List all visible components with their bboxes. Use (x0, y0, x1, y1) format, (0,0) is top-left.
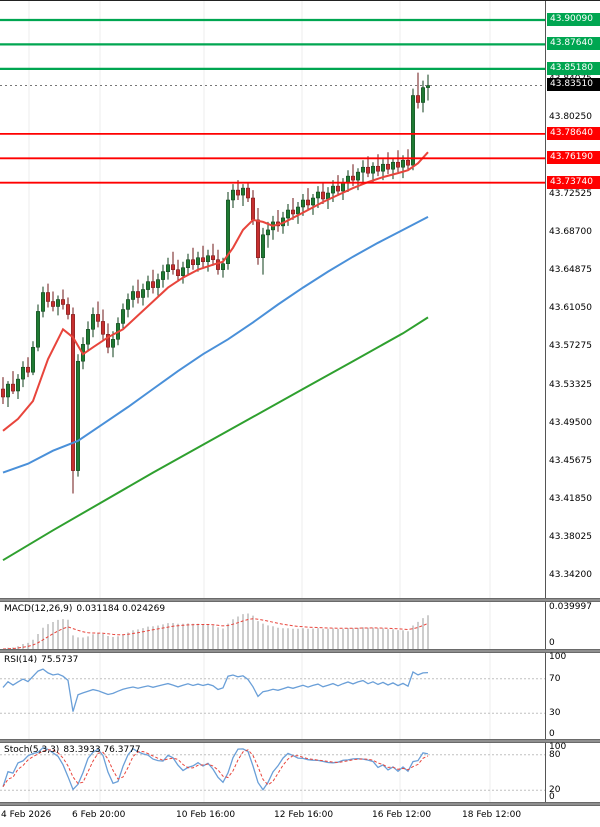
resistance-price-badge: 43.87640 (547, 37, 600, 50)
macd-pane[interactable]: MACD(12,26,9) 0.031184 0.024269 0.039997 … (0, 602, 600, 649)
price-tick-label: 43.38025 (549, 532, 592, 542)
stochastic-canvas (0, 743, 545, 802)
rsi-indicator-name: RSI(14) (4, 655, 38, 665)
price-tick-label: 43.68700 (549, 227, 592, 237)
time-axis-label: 10 Feb 16:00 (176, 810, 236, 820)
price-tick-label: 43.45675 (549, 456, 592, 466)
macd-axis[interactable]: 0.039997 0 (545, 602, 600, 649)
time-axis[interactable]: 4 Feb 2026 6 Feb 20:00 10 Feb 16:00 12 Feb … (0, 806, 600, 827)
price-axis[interactable]: 43.8407543.8025043.7252543.6870043.64875… (545, 1, 600, 598)
stoch-tick-label: 0 (549, 792, 555, 802)
price-tick-label: 43.61050 (549, 303, 592, 313)
stoch-k-line (2, 746, 429, 791)
macd-histogram (7, 613, 429, 649)
time-axis-label: 18 Feb 12:00 (462, 810, 522, 820)
stoch-tick-label: 80 (549, 750, 561, 760)
macd-tick-max: 0.039997 (549, 602, 592, 612)
rsi-pane[interactable]: RSI(14) 75.5737 100 70 30 0 (0, 653, 600, 739)
macd-signal-line (2, 618, 429, 649)
pane-separator[interactable] (0, 598, 600, 602)
rsi-tick-label: 30 (549, 708, 561, 718)
rsi-axis[interactable]: 100 70 30 0 (545, 653, 600, 739)
stoch-tick-label: 20 (549, 785, 561, 795)
macd-canvas (2, 602, 491, 649)
stochastic-axis[interactable]: 100 80 20 0 (545, 743, 600, 802)
price-tick-label: 43.53325 (549, 380, 592, 390)
resistance-price-badge: 43.90090 (547, 13, 600, 26)
stochastic-indicator-name: Stoch(5,3,3) (4, 745, 60, 755)
macd-indicator-name: MACD(12,26,9) (4, 604, 73, 614)
macd-indicator-values: 0.031184 0.024269 (76, 604, 166, 614)
ma-slow-green-line (2, 316, 429, 562)
macd-tick-zero: 0 (549, 638, 555, 648)
stochastic-pane[interactable]: Stoch(5,3,3) 83.3933 76.3777 100 80 20 0 (0, 743, 600, 802)
rsi-tick-label: 0 (549, 729, 555, 739)
pane-separator[interactable] (0, 649, 600, 653)
price-pane[interactable]: 43.8407543.8025043.7252543.6870043.64875… (0, 1, 600, 598)
rsi-tick-label: 100 (549, 652, 567, 662)
support-price-badge: 43.78640 (547, 127, 600, 140)
macd-indicator-label: MACD(12,26,9) 0.031184 0.024269 (4, 604, 165, 614)
time-axis-label: 6 Feb 20:00 (72, 810, 126, 820)
time-axis-label: 12 Feb 16:00 (274, 810, 334, 820)
price-tick-label: 43.41850 (549, 494, 592, 504)
price-tick-label: 43.34200 (549, 570, 592, 580)
support-price-badge: 43.76190 (547, 151, 600, 164)
time-axis-label: 4 Feb 2026 (1, 810, 52, 820)
rsi-canvas (0, 653, 545, 739)
current-price-badge: 43.83510 (547, 78, 600, 91)
price-tick-label: 43.72525 (549, 189, 592, 199)
resistance-price-badge: 43.85180 (547, 62, 600, 75)
price-chart-canvas (0, 1, 545, 598)
pane-separator[interactable] (0, 802, 600, 806)
ma-mid-blue-line (2, 216, 429, 474)
price-tick-label: 43.80250 (549, 112, 592, 122)
ma-fast-red-line (2, 151, 429, 432)
stoch-d-line (2, 749, 429, 787)
rsi-tick-label: 70 (549, 674, 561, 684)
candlesticks (1, 72, 430, 494)
stoch-tick-label: 100 (549, 742, 567, 752)
price-tick-label: 43.57275 (549, 341, 592, 351)
rsi-indicator-label: RSI(14) 75.5737 (4, 655, 78, 665)
support-price-badge: 43.73740 (547, 176, 600, 189)
rsi-line (2, 668, 429, 712)
stochastic-indicator-label: Stoch(5,3,3) 83.3933 76.3777 (4, 745, 141, 755)
price-tick-label: 43.64875 (549, 265, 592, 275)
rsi-indicator-value: 75.5737 (41, 655, 79, 665)
price-tick-label: 43.49500 (549, 418, 592, 428)
time-axis-label: 16 Feb 12:00 (372, 810, 432, 820)
pane-separator[interactable] (0, 739, 600, 743)
stochastic-indicator-values: 83.3933 76.3777 (63, 745, 141, 755)
